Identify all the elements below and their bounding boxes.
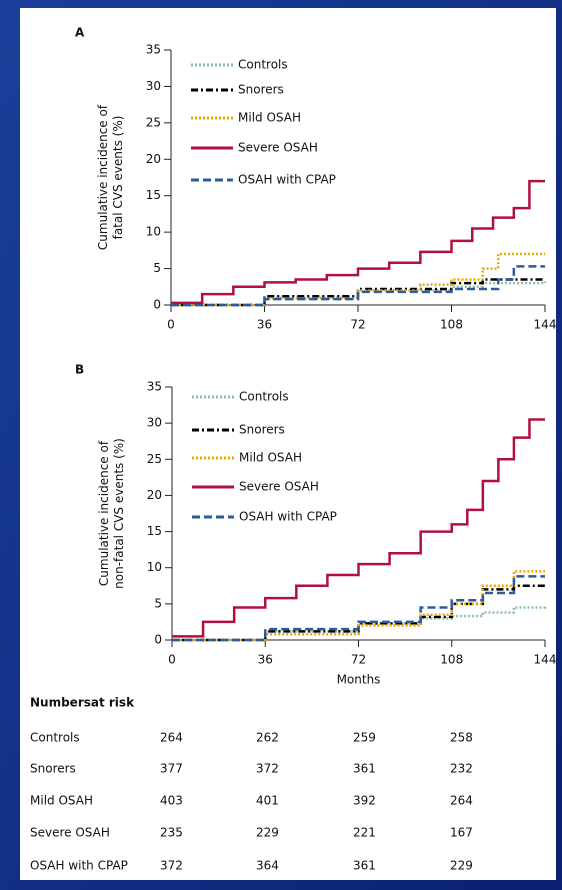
cell: 264 xyxy=(160,731,183,745)
legend-label: Severe OSAH xyxy=(238,141,318,155)
cell: 377 xyxy=(160,762,183,776)
y-axis-label-line: fatal CVS events (%) xyxy=(111,116,125,240)
row-label: Controls xyxy=(30,731,80,745)
x-tick-label: 36 xyxy=(257,318,272,332)
x-tick-label: 36 xyxy=(258,653,273,667)
y-tick-label: 20 xyxy=(146,152,161,166)
cell: 372 xyxy=(256,762,279,776)
cell: 235 xyxy=(160,826,183,840)
cell: 372 xyxy=(160,859,183,873)
y-tick-label: 35 xyxy=(146,43,161,57)
row-label: Snorers xyxy=(30,762,76,776)
cell: 258 xyxy=(450,731,473,745)
x-tick-label: 144 xyxy=(534,653,557,667)
y-axis-label-line: Cumulative incidence of xyxy=(97,440,111,586)
panel-label: A xyxy=(75,26,85,40)
series-line xyxy=(171,265,545,307)
series-line xyxy=(171,252,545,307)
y-tick-label: 15 xyxy=(146,188,161,202)
y-axis-label: Cumulative incidence ofnon-fatal CVS eve… xyxy=(97,438,126,589)
cell: 392 xyxy=(353,794,376,808)
legend-label: OSAH with CPAP xyxy=(238,173,336,187)
y-axis-label-line: non-fatal CVS events (%) xyxy=(112,438,126,589)
cell: 264 xyxy=(450,794,473,808)
panel xyxy=(20,8,556,880)
cell: 229 xyxy=(450,859,473,873)
x-tick-label: 0 xyxy=(167,318,175,332)
y-tick-label: 25 xyxy=(146,115,161,129)
x-tick-label: 0 xyxy=(168,653,176,667)
series-line xyxy=(172,418,545,638)
legend-label: Snorers xyxy=(239,423,285,437)
cell: 364 xyxy=(256,859,279,873)
series-line xyxy=(171,179,545,305)
cell: 221 xyxy=(353,826,376,840)
y-tick-label: 10 xyxy=(147,560,162,574)
y-tick-label: 10 xyxy=(146,225,161,239)
series-line xyxy=(172,605,547,642)
y-tick-label: 25 xyxy=(147,452,162,466)
y-axis-label-line: Cumulative incidence of xyxy=(96,104,110,250)
series-line xyxy=(172,584,545,642)
series-line xyxy=(171,278,545,307)
cell: 262 xyxy=(256,731,279,745)
y-tick-label: 30 xyxy=(147,416,162,430)
y-axis-label: Cumulative incidence offatal CVS events … xyxy=(96,104,125,250)
legend-label: Mild OSAH xyxy=(238,111,301,125)
cell: 361 xyxy=(353,762,376,776)
row-label: Mild OSAH xyxy=(30,794,93,808)
x-tick-label: 72 xyxy=(350,318,365,332)
legend-label: Controls xyxy=(238,58,288,72)
x-tick-label: 144 xyxy=(534,318,557,332)
legend-label: Severe OSAH xyxy=(239,480,319,494)
legend-label: Snorers xyxy=(238,83,284,97)
row-label: Severe OSAH xyxy=(30,826,110,840)
cell: 401 xyxy=(256,794,279,808)
panel-label: B xyxy=(75,363,84,377)
x-tick-label: 108 xyxy=(440,653,463,667)
y-tick-label: 35 xyxy=(147,380,162,394)
cell: 403 xyxy=(160,794,183,808)
cell: 167 xyxy=(450,826,473,840)
y-tick-label: 15 xyxy=(147,524,162,538)
series-line xyxy=(172,570,545,642)
y-tick-label: 0 xyxy=(153,298,161,312)
x-tick-label: 72 xyxy=(351,653,366,667)
x-axis-label: Months xyxy=(337,673,381,687)
y-tick-label: 30 xyxy=(146,79,161,93)
legend-label: Mild OSAH xyxy=(239,451,302,465)
row-label: OSAH with CPAP xyxy=(30,859,128,873)
y-tick-label: 0 xyxy=(154,633,162,647)
cell: 259 xyxy=(353,731,376,745)
legend-label: Controls xyxy=(239,390,289,404)
cell: 229 xyxy=(256,826,279,840)
x-tick-label: 108 xyxy=(440,318,463,332)
y-tick-label: 5 xyxy=(153,261,161,275)
legend-label: OSAH with CPAP xyxy=(239,510,337,524)
cell: 361 xyxy=(353,859,376,873)
table-title: Numbersat risk xyxy=(30,696,135,710)
y-tick-label: 5 xyxy=(154,596,162,610)
cell: 232 xyxy=(450,762,473,776)
y-tick-label: 20 xyxy=(147,488,162,502)
